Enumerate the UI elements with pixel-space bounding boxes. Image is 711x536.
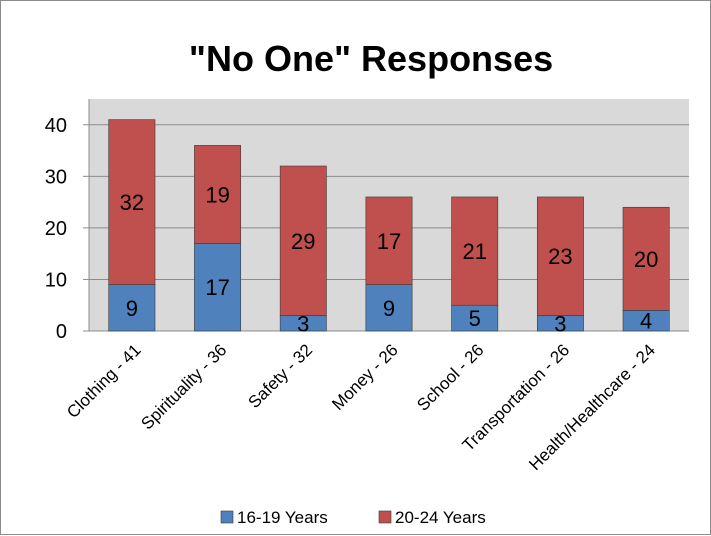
data-label-b-6: 20: [634, 247, 658, 272]
x-category-label-3: Money - 26: [328, 340, 402, 414]
data-label-b-4: 21: [462, 239, 486, 264]
y-tick-label-4: 40: [45, 115, 67, 137]
chart-title: "No One" Responses: [189, 38, 553, 79]
bar-b-5: [536, 196, 584, 316]
data-label-a-0: 9: [126, 296, 138, 321]
data-label-b-2: 29: [291, 229, 315, 254]
x-category-label-2: Safety - 32: [245, 340, 317, 412]
data-label-a-2: 3: [297, 311, 309, 336]
y-tick-label-1: 10: [45, 269, 67, 291]
legend-swatch-0: [220, 510, 234, 524]
bar-a-1: [194, 243, 242, 332]
data-label-b-5: 23: [548, 244, 572, 269]
data-label-a-3: 9: [383, 296, 395, 321]
bar-a-0: [108, 284, 156, 332]
x-category-label-4: School - 26: [413, 340, 487, 414]
legend: 16-19 Years 20-24 Years: [220, 508, 486, 527]
data-label-a-6: 4: [640, 309, 652, 334]
legend-label-1: 20-24 Years: [395, 508, 486, 527]
data-label-a-5: 3: [554, 311, 566, 336]
plot-area: 0 10 20 30 40 9 32 Clothing - 41 17 19 Spiritualit…: [45, 99, 689, 474]
data-label-b-0: 32: [120, 190, 144, 215]
y-tick-label-2: 20: [45, 218, 67, 240]
bar-b-3: [365, 196, 413, 285]
legend-label-0: 16-19 Years: [237, 508, 328, 527]
data-label-a-1: 17: [205, 275, 229, 300]
legend-swatch-1: [378, 510, 392, 524]
data-label-b-3: 17: [377, 229, 401, 254]
bar-a-4: [451, 304, 499, 332]
y-tick-label-0: 0: [56, 321, 67, 343]
x-category-label-0: Clothing - 41: [63, 340, 145, 422]
bar-b-4: [451, 196, 499, 306]
bar-b-0: [108, 119, 156, 285]
bar-a-3: [365, 284, 413, 332]
x-category-label-1: Spirituality - 36: [137, 340, 230, 433]
data-label-b-1: 19: [205, 182, 229, 207]
data-label-a-4: 5: [469, 306, 481, 331]
bar-b-6: [622, 206, 670, 311]
bar-b-2: [279, 165, 327, 316]
bar-b-1: [194, 145, 242, 244]
y-tick-label-3: 30: [45, 166, 67, 188]
